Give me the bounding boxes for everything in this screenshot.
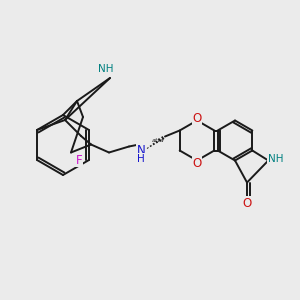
Text: NH: NH	[268, 154, 283, 164]
Text: F: F	[76, 154, 82, 166]
Text: H: H	[137, 154, 145, 164]
Text: O: O	[242, 197, 252, 210]
Text: atta: atta	[152, 138, 165, 143]
Text: O: O	[192, 112, 202, 125]
Text: NH: NH	[98, 64, 114, 74]
Text: N: N	[136, 144, 146, 157]
Text: O: O	[192, 157, 202, 170]
